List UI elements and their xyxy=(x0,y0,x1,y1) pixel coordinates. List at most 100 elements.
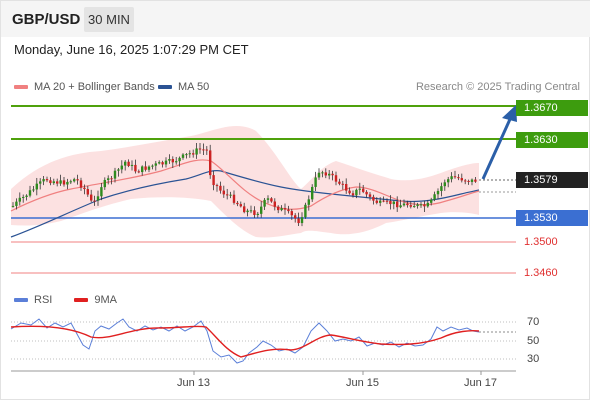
candle-body xyxy=(440,186,443,191)
candle-body xyxy=(239,204,242,207)
candle-body xyxy=(307,199,310,205)
candle-body xyxy=(470,179,474,182)
chart-datetime: Monday, June 16, 2025 1:07:29 PM CET xyxy=(14,42,249,57)
candle-body xyxy=(266,198,270,200)
candle-body xyxy=(365,191,368,195)
candle-body xyxy=(362,188,365,192)
symbol-title: GBP/USD xyxy=(12,11,81,28)
candle-body xyxy=(460,178,463,181)
candle-body xyxy=(249,210,253,212)
last-price-label: 1.3579 xyxy=(516,172,588,188)
candle-body xyxy=(290,211,293,216)
candle-body xyxy=(300,217,304,224)
candle-body xyxy=(317,172,321,178)
candle-body xyxy=(120,165,123,170)
candle-body xyxy=(222,190,225,195)
rsi-tick-30: 30 xyxy=(527,353,540,365)
candle-body xyxy=(185,154,188,156)
candle-body xyxy=(375,200,378,203)
candle-body xyxy=(392,201,395,205)
candle-body xyxy=(110,178,113,180)
candle-body xyxy=(59,180,62,184)
candle-body xyxy=(246,210,249,213)
candle-body xyxy=(311,186,314,200)
candle-body xyxy=(62,180,66,185)
candle-body xyxy=(69,181,72,183)
candle-body xyxy=(144,166,147,170)
candle-body xyxy=(358,188,361,190)
candle-body xyxy=(355,189,358,196)
candle-body xyxy=(443,182,446,187)
candle-body xyxy=(277,206,280,211)
rsi-ma-swatch xyxy=(74,298,89,302)
candle-body xyxy=(464,180,467,182)
timeframe-button[interactable]: 30 MIN xyxy=(84,7,134,32)
candle-body xyxy=(154,163,157,166)
candle-body xyxy=(117,169,120,171)
candle-body xyxy=(338,181,341,184)
candle-body xyxy=(280,208,283,211)
chart-header: GBP/USD 30 MIN xyxy=(1,1,590,37)
candle-body xyxy=(270,198,273,202)
legend-ma20-label: MA 20 + Bollinger Bands xyxy=(34,81,155,93)
candle-body xyxy=(28,190,32,196)
bollinger-band xyxy=(11,126,479,238)
candle-body xyxy=(406,203,409,206)
forecast-arrowhead xyxy=(502,105,517,122)
ma50-line xyxy=(10,170,480,238)
rsi-swatch xyxy=(14,298,28,302)
rsi-legend-label: RSI xyxy=(34,294,53,306)
candle-body xyxy=(328,173,331,176)
candle-body xyxy=(219,185,222,191)
candle-body xyxy=(331,173,334,176)
candle-body xyxy=(399,205,402,208)
candle-body xyxy=(372,196,375,201)
candle-body xyxy=(25,195,28,197)
level-label-1: 1.3670 xyxy=(516,100,588,116)
legend-ma50-label: MA 50 xyxy=(178,81,210,93)
candle-body xyxy=(175,161,178,163)
rsi-legend: RSI 9MA xyxy=(14,294,117,306)
rsi-ma-legend-label: 9MA xyxy=(94,294,117,306)
candle-body xyxy=(430,199,433,203)
candle-body xyxy=(324,172,327,176)
candle-body xyxy=(341,183,344,185)
candle-body xyxy=(83,187,86,190)
candle-body xyxy=(195,148,198,155)
candle-body xyxy=(96,196,100,201)
candle-body xyxy=(304,204,307,218)
candle-body xyxy=(351,193,355,196)
candles-group xyxy=(11,142,477,227)
candle-body xyxy=(39,181,42,184)
candle-body xyxy=(396,201,399,208)
candle-body xyxy=(178,157,181,162)
candle-body xyxy=(423,204,426,207)
candle-body xyxy=(141,166,144,173)
candle-body xyxy=(453,176,457,178)
candle-body xyxy=(171,159,174,163)
candle-body xyxy=(348,190,351,194)
candle-body xyxy=(385,200,389,202)
candle-body xyxy=(127,161,130,166)
candle-body xyxy=(236,202,239,205)
candle-body xyxy=(86,189,89,195)
rsi-tick-70: 70 xyxy=(527,316,540,328)
candle-body xyxy=(260,206,263,214)
candle-body xyxy=(137,171,140,173)
candle-body xyxy=(229,194,232,196)
candle-body xyxy=(134,164,137,172)
candle-body xyxy=(253,210,256,215)
credit-text: Research © 2025 Trading Central xyxy=(415,81,580,93)
candle-body xyxy=(100,187,103,197)
candle-body xyxy=(382,200,385,202)
candle-body xyxy=(379,200,382,203)
candle-body xyxy=(263,199,266,207)
candle-body xyxy=(103,179,106,188)
candle-body xyxy=(32,189,35,191)
candle-body xyxy=(76,179,79,181)
candle-body xyxy=(450,176,453,180)
candle-body xyxy=(113,170,117,179)
candle-body xyxy=(202,149,205,151)
candle-body xyxy=(467,180,470,182)
